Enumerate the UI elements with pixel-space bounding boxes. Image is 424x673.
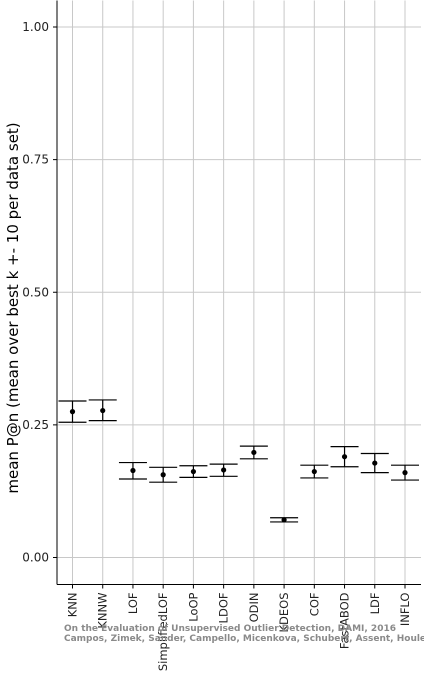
mean-point-0 bbox=[69, 409, 76, 415]
error-bar-6 bbox=[239, 445, 268, 460]
error-bar-9 bbox=[330, 446, 359, 468]
mean-point-3 bbox=[160, 472, 166, 478]
error-bar-10 bbox=[360, 452, 389, 474]
watermark-line-2: Campos, Zimek, Sander, Campello, Micenko… bbox=[64, 634, 424, 644]
x-tick-label-0: KNN bbox=[66, 593, 80, 618]
mean-point-11 bbox=[402, 470, 408, 476]
error-bars bbox=[58, 399, 419, 523]
error-bar-1 bbox=[88, 399, 117, 422]
x-tick-label-7: KDEOS bbox=[277, 593, 291, 633]
y-tick-label-4: 1.00 bbox=[22, 20, 49, 34]
error-bar-2 bbox=[118, 461, 147, 480]
error-bar-7 bbox=[270, 517, 299, 523]
x-tick-label-11: INFLO bbox=[398, 593, 412, 627]
x-tick-label-1: KNNW bbox=[96, 593, 110, 629]
error-bar-4 bbox=[179, 465, 208, 478]
mean-point-2 bbox=[130, 467, 136, 474]
x-tick-label-5: LDOF bbox=[217, 593, 231, 624]
mean-point-1 bbox=[100, 407, 106, 414]
watermark: On the Evaluation of Unsupervised Outlie… bbox=[64, 624, 424, 644]
error-bar-0 bbox=[58, 400, 87, 423]
y-axis-label: mean P@n (mean over best k +- 10 per dat… bbox=[4, 122, 22, 493]
error-bar-11 bbox=[391, 464, 419, 481]
x-tick-label-9: FastABOD bbox=[338, 592, 352, 649]
x-tick-label-10: LDF bbox=[368, 593, 382, 615]
mean-point-10 bbox=[372, 460, 378, 466]
mean-point-5 bbox=[221, 467, 227, 473]
x-tick-label-2: LOF bbox=[126, 593, 140, 615]
x-axis: KNN KNNW LOF SimplifiedLOF LoOP LDOF ODIN KDEOS… bbox=[57, 584, 421, 672]
y-tick-label-2: 0.50 bbox=[22, 285, 49, 299]
y-tick-label-1: 0.25 bbox=[22, 418, 49, 432]
grid bbox=[57, 0, 421, 585]
x-tick-label-3: SimplifiedLOF bbox=[156, 593, 170, 672]
x-tick-label-4: LoOP bbox=[186, 592, 200, 621]
y-axis: 0.00 0.25 0.50 0.75 1.00 bbox=[22, 0, 58, 585]
y-tick-label-3: 0.75 bbox=[22, 153, 49, 167]
watermark-line-1: On the Evaluation of Unsupervised Outlie… bbox=[64, 624, 396, 634]
error-bar-8 bbox=[300, 464, 329, 479]
mean-point-9 bbox=[341, 454, 348, 460]
error-bar-5 bbox=[209, 463, 238, 477]
mean-point-7 bbox=[281, 517, 287, 523]
mean-point-8 bbox=[311, 468, 317, 475]
mean-point-4 bbox=[190, 468, 197, 475]
error-bar-3 bbox=[149, 466, 178, 483]
x-tick-label-8: COF bbox=[307, 593, 321, 617]
mean-point-6 bbox=[251, 449, 257, 456]
y-tick-label-0: 0.00 bbox=[22, 551, 49, 565]
x-tick-label-6: ODIN bbox=[247, 593, 261, 623]
